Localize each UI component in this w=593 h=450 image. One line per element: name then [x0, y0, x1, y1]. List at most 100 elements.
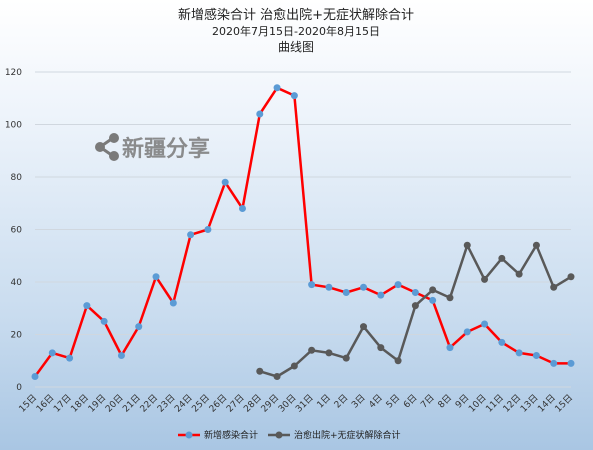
- x-tick-label: 20日: [103, 392, 125, 414]
- x-tick-label: 23日: [155, 392, 177, 414]
- data-point: [290, 92, 298, 100]
- data-point: [308, 281, 316, 289]
- data-point: [429, 296, 437, 304]
- data-point: [463, 328, 471, 336]
- data-point: [463, 241, 471, 249]
- data-point: [325, 283, 333, 291]
- data-point: [498, 254, 506, 262]
- data-point: [360, 283, 368, 291]
- data-point: [515, 270, 523, 278]
- series-2: [256, 241, 575, 380]
- legend-marker: [185, 431, 193, 439]
- y-tick-label: 80: [11, 173, 23, 183]
- x-tick-label: 18日: [69, 392, 91, 414]
- share-icon: [95, 133, 119, 161]
- data-point: [308, 346, 316, 354]
- data-point: [152, 273, 160, 281]
- y-tick-label: 20: [11, 331, 23, 341]
- x-tick-label: 19日: [86, 392, 108, 414]
- watermark: 新疆分享: [95, 133, 210, 162]
- data-point: [48, 349, 56, 357]
- chart-title: 新增感染合计 治愈出院+无症状解除合计: [178, 7, 414, 23]
- data-point: [290, 362, 298, 370]
- data-point: [550, 359, 558, 367]
- data-point: [273, 373, 281, 380]
- data-point: [567, 359, 575, 367]
- data-point: [135, 323, 143, 331]
- x-tick-label: 10日: [466, 392, 488, 414]
- x-tick-label: 3日: [349, 392, 367, 410]
- x-tick-label: 7日: [419, 392, 437, 410]
- x-tick-label: 8日: [436, 392, 454, 410]
- series-line: [33, 86, 571, 378]
- data-point: [66, 354, 74, 362]
- series-line: [259, 244, 572, 378]
- chart-subtitle-type: 曲线图: [278, 40, 314, 54]
- legend-label: 新增感染合计: [204, 429, 258, 441]
- data-point: [360, 323, 368, 331]
- x-tick-label: 13日: [518, 392, 540, 414]
- data-point: [221, 178, 229, 186]
- y-axis-ticks: 0 20 40 60 80 100 120: [5, 68, 22, 393]
- data-point: [411, 289, 419, 296]
- data-point: [342, 354, 350, 362]
- legend-marker: [275, 431, 283, 439]
- y-tick-label: 40: [11, 278, 23, 288]
- data-point: [256, 367, 264, 375]
- x-tick-label: 4日: [367, 392, 385, 410]
- data-point: [31, 373, 39, 380]
- x-tick-label: 31日: [294, 392, 316, 414]
- x-tick-label: 22日: [138, 392, 160, 414]
- data-point: [394, 357, 402, 365]
- x-tick-label: 16日: [34, 392, 56, 414]
- data-point: [550, 283, 558, 291]
- data-point: [377, 344, 385, 352]
- data-point: [515, 349, 523, 357]
- x-tick-label: 17日: [51, 392, 73, 414]
- data-point: [446, 294, 454, 302]
- x-tick-label: 5日: [384, 392, 402, 410]
- y-tick-label: 60: [11, 226, 23, 236]
- watermark-text: 新疆分享: [122, 136, 210, 162]
- data-point: [446, 344, 454, 352]
- data-point: [100, 317, 108, 325]
- x-tick-label: 25日: [190, 392, 212, 414]
- data-point: [204, 226, 212, 233]
- data-point: [481, 320, 489, 328]
- y-tick-label: 0: [16, 383, 22, 393]
- x-axis-ticks: 15日16日17日18日19日20日21日22日23日24日25日26日27日2…: [17, 392, 575, 414]
- data-point: [187, 231, 195, 239]
- data-point: [429, 286, 437, 294]
- y-tick-label: 120: [5, 68, 22, 78]
- x-tick-label: 15日: [553, 392, 575, 414]
- x-tick-label: 21日: [121, 392, 143, 414]
- chart-subtitle: 2020年7月15日-2020年8月15日: [212, 24, 380, 38]
- x-tick-label: 1日: [315, 392, 333, 410]
- x-tick-label: 30日: [276, 392, 298, 414]
- data-point: [498, 338, 506, 346]
- data-point: [169, 299, 177, 307]
- x-tick-label: 15日: [17, 392, 39, 414]
- x-tick-label: 28日: [242, 392, 264, 414]
- data-point: [532, 352, 540, 359]
- legend-item-2: 治愈出院+无症状解除合计: [268, 429, 401, 441]
- y-tick-label: 100: [5, 121, 22, 131]
- data-point: [325, 349, 333, 357]
- x-tick-label: 24日: [172, 392, 194, 414]
- data-point: [377, 291, 385, 299]
- x-tick-label: 29日: [259, 392, 281, 414]
- legend: 新增感染合计 治愈出院+无症状解除合计: [178, 429, 401, 441]
- data-point: [411, 302, 419, 310]
- grid-lines: [35, 71, 571, 388]
- data-point: [481, 275, 489, 283]
- x-tick-label: 26日: [207, 392, 229, 414]
- data-point: [273, 84, 281, 92]
- data-point: [567, 273, 575, 281]
- series-layer: [31, 84, 575, 380]
- x-tick-label: 2日: [332, 392, 350, 410]
- legend-label: 治愈出院+无症状解除合计: [294, 429, 401, 441]
- data-point: [342, 289, 350, 296]
- series-1: [31, 84, 575, 380]
